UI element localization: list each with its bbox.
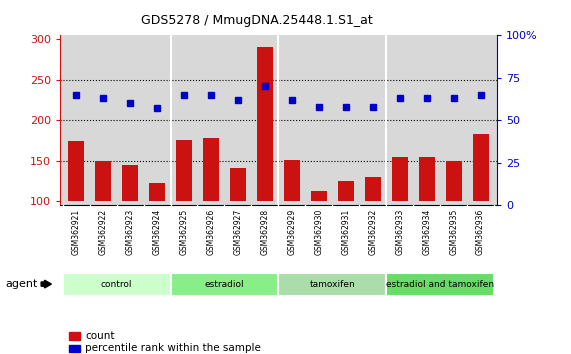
Text: GSM362926: GSM362926 [207,209,215,255]
Text: GSM362927: GSM362927 [234,209,243,255]
Text: percentile rank within the sample: percentile rank within the sample [85,343,261,353]
Text: count: count [85,331,115,341]
Bar [284,160,300,201]
Bar [392,157,408,201]
Bar [122,165,138,201]
Bar [203,138,219,201]
Bar [311,191,327,201]
Bar [365,177,381,201]
Text: GSM362930: GSM362930 [314,209,323,255]
Bar [386,273,494,296]
Bar [149,183,165,201]
Text: GSM362925: GSM362925 [179,209,188,255]
Bar [257,47,273,201]
Text: GSM362932: GSM362932 [368,209,377,255]
Text: tamoxifen: tamoxifen [309,280,355,289]
Text: GSM362931: GSM362931 [341,209,350,255]
Text: estradiol: estradiol [204,280,244,289]
Bar [171,273,278,296]
Text: GSM362929: GSM362929 [287,209,296,255]
Text: GSM362923: GSM362923 [126,209,135,255]
Text: agent: agent [6,279,38,289]
Text: GSM362933: GSM362933 [395,209,404,255]
Bar [68,141,84,201]
Text: control: control [101,280,132,289]
Bar [445,161,462,201]
Text: GSM362935: GSM362935 [449,209,458,255]
Text: GSM362921: GSM362921 [71,209,81,255]
Text: GSM362924: GSM362924 [152,209,162,255]
Text: estradiol and tamoxifen: estradiol and tamoxifen [386,280,494,289]
Bar [69,332,79,339]
Bar [63,273,171,296]
Bar [419,157,435,201]
Text: GSM362928: GSM362928 [260,209,270,255]
Text: GSM362922: GSM362922 [99,209,107,255]
Bar [176,140,192,201]
Bar [337,181,354,201]
Text: GDS5278 / MmugDNA.25448.1.S1_at: GDS5278 / MmugDNA.25448.1.S1_at [141,14,373,27]
Bar [69,344,79,352]
Bar [472,134,489,201]
Bar [278,273,386,296]
Bar [95,161,111,201]
Text: GSM362936: GSM362936 [476,209,485,255]
Bar [230,168,246,201]
Text: GSM362934: GSM362934 [422,209,431,255]
